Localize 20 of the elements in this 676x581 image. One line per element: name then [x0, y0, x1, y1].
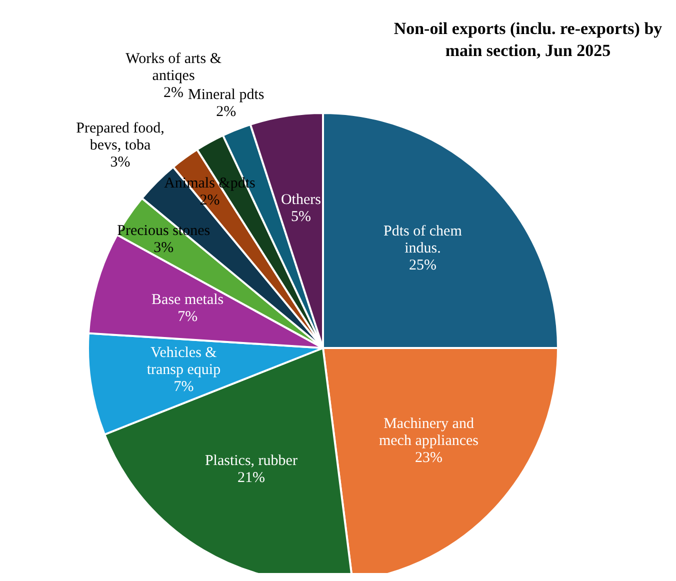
chart-title: Non-oil exports (inclu. re-exports) by main section, Jun 2025	[393, 18, 663, 62]
slice-label: Works of arts & antiqes	[126, 51, 222, 84]
slice-label: Plastics, rubber	[204, 452, 298, 469]
data-label: 7%	[174, 379, 194, 396]
slice-label: Mineral pdts	[188, 86, 264, 103]
slice-label: Machinery and mech appliances	[378, 416, 479, 450]
slice-label: Base metals	[152, 292, 224, 308]
data-label: 3%	[154, 240, 174, 256]
slice-label: Prepared food, bevs, toba	[76, 120, 164, 154]
data-label: 23%	[415, 450, 443, 466]
data-label: 21%	[237, 470, 265, 486]
slice-label: Vehicles & transp equip	[146, 345, 221, 378]
data-label: 2%	[216, 104, 236, 120]
data-label: 2%	[164, 85, 184, 102]
slice-label: Others	[280, 192, 322, 208]
data-label: 3%	[110, 154, 130, 170]
data-label: 5%	[290, 209, 311, 226]
slice-label: Pdts of chem indus.	[384, 223, 462, 256]
data-label: 7%	[178, 309, 198, 326]
data-label: 25%	[408, 257, 436, 274]
